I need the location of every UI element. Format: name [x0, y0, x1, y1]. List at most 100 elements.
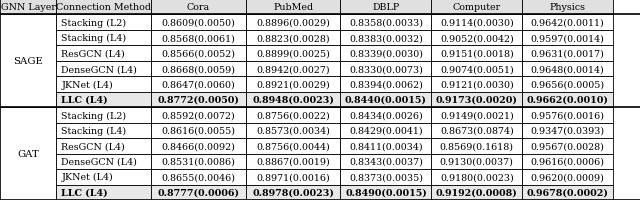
Text: 0.8330(0.0073): 0.8330(0.0073)	[349, 65, 423, 74]
Text: Connection Method: Connection Method	[56, 3, 151, 12]
Text: ResGCN (L4): ResGCN (L4)	[61, 49, 125, 58]
Bar	[431, 154, 522, 169]
Text: DenseGCN (L4): DenseGCN (L4)	[61, 157, 138, 166]
Bar	[522, 138, 613, 154]
Text: LLC (L4): LLC (L4)	[61, 96, 108, 104]
Text: 0.9631(0.0017): 0.9631(0.0017)	[531, 49, 605, 58]
Bar	[56, 154, 151, 169]
Text: 0.8358(0.0033): 0.8358(0.0033)	[349, 19, 423, 28]
Text: 0.9662(0.0010): 0.9662(0.0010)	[527, 96, 609, 104]
Text: 0.8490(0.0015): 0.8490(0.0015)	[345, 188, 427, 197]
Bar	[56, 31, 151, 46]
Text: 0.8971(0.0016): 0.8971(0.0016)	[256, 172, 330, 181]
Text: LLC (L4): LLC (L4)	[61, 188, 108, 197]
Text: 0.8655(0.0046): 0.8655(0.0046)	[161, 172, 236, 181]
Bar	[522, 108, 613, 123]
Bar	[151, 123, 246, 138]
Text: JKNet (L4): JKNet (L4)	[61, 80, 113, 89]
Bar	[56, 185, 151, 200]
Bar	[340, 108, 431, 123]
Bar	[0, 0, 56, 15]
Bar	[246, 0, 340, 15]
Text: 0.9149(0.0021): 0.9149(0.0021)	[440, 111, 514, 120]
Bar	[431, 169, 522, 185]
Bar	[522, 154, 613, 169]
Text: 0.9121(0.0030): 0.9121(0.0030)	[440, 80, 514, 89]
Bar	[340, 0, 431, 15]
Bar	[340, 62, 431, 77]
Text: 0.8394(0.0062): 0.8394(0.0062)	[349, 80, 423, 89]
Bar	[340, 154, 431, 169]
Bar	[522, 123, 613, 138]
Text: 0.8942(0.0027): 0.8942(0.0027)	[256, 65, 330, 74]
Text: DBLP: DBLP	[372, 3, 399, 12]
Text: 0.8616(0.0055): 0.8616(0.0055)	[161, 126, 236, 135]
Bar	[56, 15, 151, 31]
Bar	[431, 62, 522, 77]
Text: 0.8411(0.0034): 0.8411(0.0034)	[349, 142, 423, 151]
Bar	[340, 92, 431, 108]
Bar	[340, 15, 431, 31]
Bar	[431, 108, 522, 123]
Text: 0.8756(0.0044): 0.8756(0.0044)	[256, 142, 330, 151]
Text: 0.8466(0.0092): 0.8466(0.0092)	[161, 142, 236, 151]
Text: 0.8772(0.0050): 0.8772(0.0050)	[157, 96, 239, 104]
Bar	[246, 185, 340, 200]
Bar	[431, 138, 522, 154]
Text: 0.8440(0.0015): 0.8440(0.0015)	[345, 96, 427, 104]
Bar	[151, 0, 246, 15]
Text: PubMed: PubMed	[273, 3, 313, 12]
Bar	[246, 138, 340, 154]
Bar	[56, 77, 151, 92]
Bar	[431, 15, 522, 31]
Bar	[246, 15, 340, 31]
Bar	[246, 46, 340, 62]
Bar	[56, 169, 151, 185]
Text: 0.8434(0.0026): 0.8434(0.0026)	[349, 111, 423, 120]
Bar	[522, 169, 613, 185]
Bar	[522, 15, 613, 31]
Bar	[340, 46, 431, 62]
Bar	[522, 92, 613, 108]
Bar	[431, 31, 522, 46]
Text: 0.8921(0.0029): 0.8921(0.0029)	[256, 80, 330, 89]
Bar	[56, 123, 151, 138]
Bar	[246, 108, 340, 123]
Text: 0.8609(0.0050): 0.8609(0.0050)	[161, 19, 236, 28]
Bar	[151, 185, 246, 200]
Bar	[246, 169, 340, 185]
Bar	[246, 154, 340, 169]
Text: Stacking (L2): Stacking (L2)	[61, 19, 127, 28]
Text: 0.8373(0.0035): 0.8373(0.0035)	[349, 172, 423, 181]
Bar	[340, 138, 431, 154]
Text: SAGE: SAGE	[13, 57, 43, 66]
Bar	[340, 123, 431, 138]
Text: GNN Layer: GNN Layer	[1, 3, 56, 12]
Text: 0.9347(0.0393): 0.9347(0.0393)	[531, 126, 605, 135]
Bar	[246, 92, 340, 108]
Bar	[56, 0, 151, 15]
Bar	[431, 46, 522, 62]
Bar	[431, 185, 522, 200]
Text: 0.8867(0.0019): 0.8867(0.0019)	[256, 157, 330, 166]
Bar	[246, 62, 340, 77]
Text: 0.8978(0.0023): 0.8978(0.0023)	[252, 188, 334, 197]
Bar	[340, 185, 431, 200]
Text: 0.8573(0.0034): 0.8573(0.0034)	[256, 126, 330, 135]
Text: 0.8899(0.0025): 0.8899(0.0025)	[256, 49, 330, 58]
Bar	[0, 108, 56, 200]
Bar	[431, 123, 522, 138]
Bar	[0, 15, 56, 108]
Text: 0.8668(0.0059): 0.8668(0.0059)	[161, 65, 236, 74]
Text: Physics: Physics	[550, 3, 586, 12]
Bar	[151, 15, 246, 31]
Text: 0.9074(0.0051): 0.9074(0.0051)	[440, 65, 514, 74]
Text: 0.9180(0.0023): 0.9180(0.0023)	[440, 172, 514, 181]
Bar	[246, 77, 340, 92]
Bar	[522, 77, 613, 92]
Text: 0.8896(0.0029): 0.8896(0.0029)	[256, 19, 330, 28]
Text: Cora: Cora	[187, 3, 210, 12]
Bar	[56, 92, 151, 108]
Text: 0.8343(0.0037): 0.8343(0.0037)	[349, 157, 423, 166]
Bar	[151, 108, 246, 123]
